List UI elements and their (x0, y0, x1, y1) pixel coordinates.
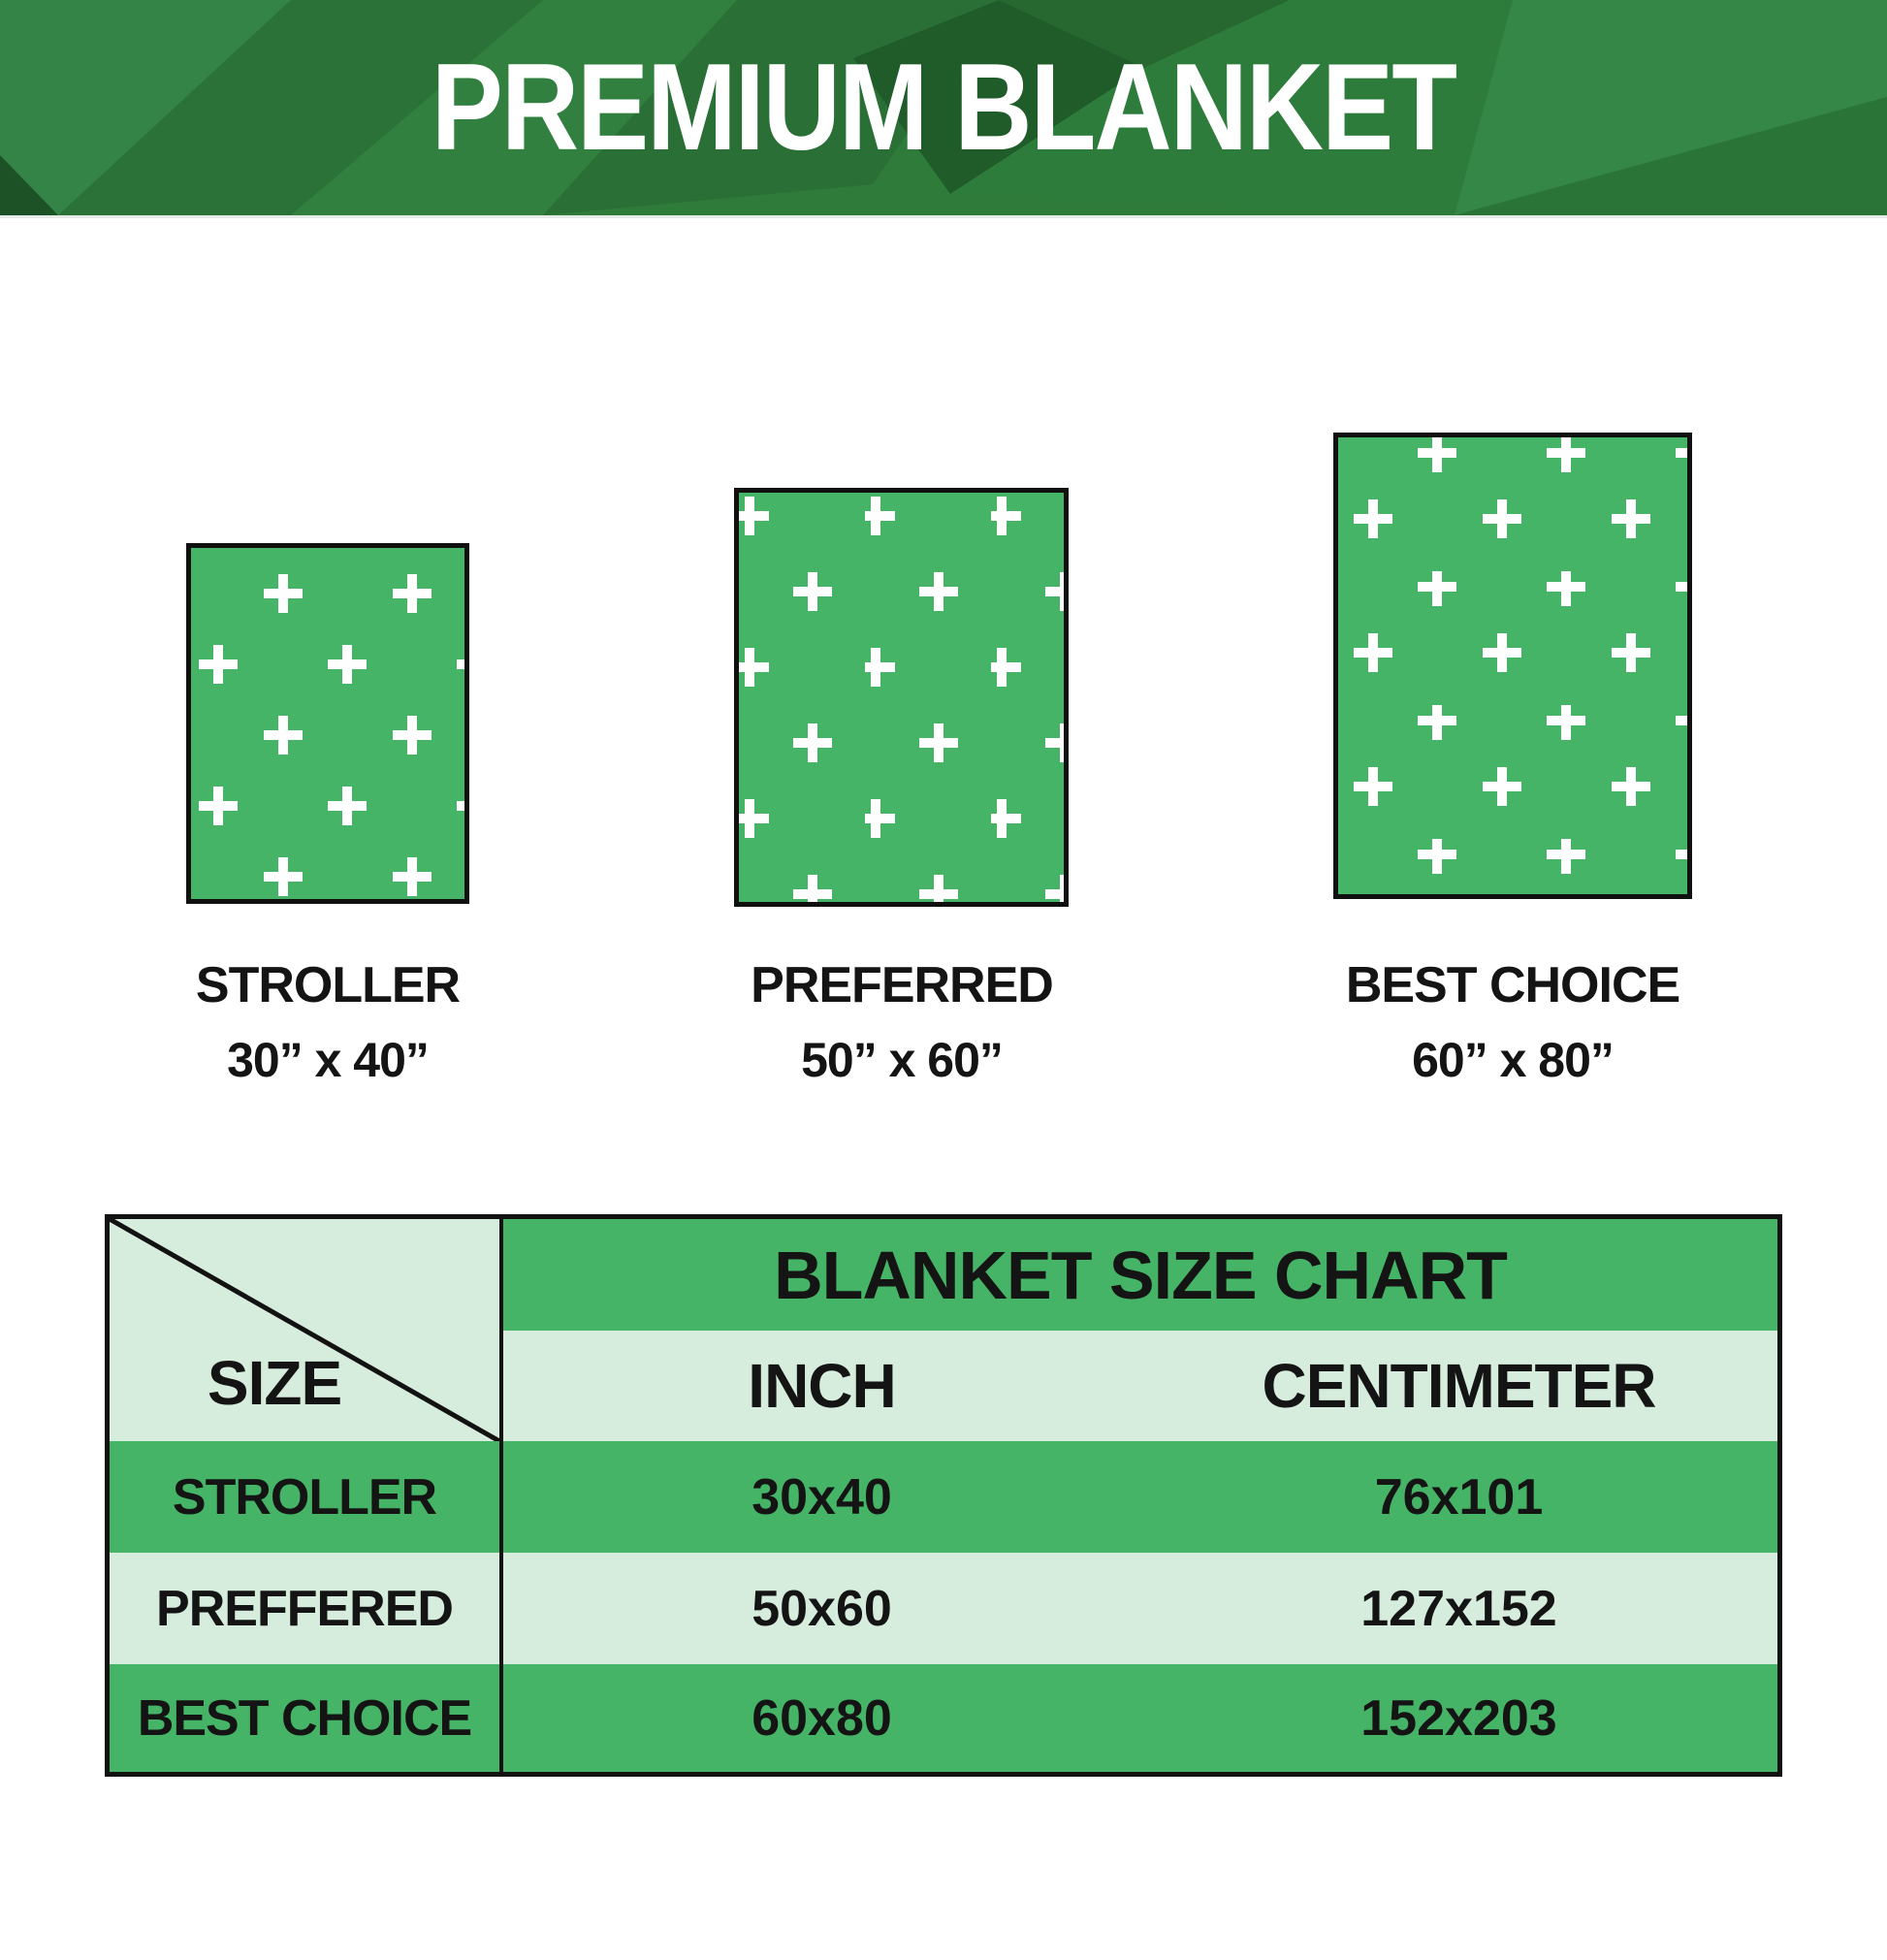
diagonal-line (110, 1219, 499, 1441)
blanket-size-chart-table: BLANKET SIZE CHART INCH CENTIMETER STROL… (105, 1214, 1782, 1777)
page-title: PREMIUM BLANKET (431, 38, 1457, 177)
table-row (110, 1553, 1777, 1664)
blanket-size-preferred: 50” x 60” (801, 1033, 1004, 1087)
row-stroller-centimeter: 76x101 (1374, 1468, 1544, 1526)
column-header-inch: INCH (748, 1351, 896, 1421)
row-best-choice-inch: 60x80 (752, 1689, 892, 1747)
banner: PREMIUM BLANKET (0, 0, 1887, 215)
blanket-name-stroller: STROLLER (195, 957, 461, 1013)
plus-pattern (739, 493, 1064, 902)
row-preffered-inch: 50x60 (752, 1580, 892, 1637)
row-best-choice-centimeter: 152x203 (1360, 1689, 1557, 1747)
blanket-best-choice-graphic (1333, 433, 1692, 899)
column-divider (499, 1219, 503, 1772)
table-row (110, 1441, 1777, 1553)
low-poly-green-background (0, 0, 1887, 215)
blanket-name-preferred: PREFERRED (751, 957, 1054, 1013)
row-preffered-centimeter: 127x152 (1360, 1580, 1557, 1637)
blanket-name-best-choice: BEST CHOICE (1345, 957, 1680, 1013)
blanket-size-best-choice: 60” x 80” (1412, 1033, 1615, 1087)
size-corner-cell: SIZE (110, 1219, 499, 1441)
row-label-stroller: STROLLER (172, 1468, 437, 1526)
row-label-preffered: PREFFERED (156, 1580, 454, 1637)
column-header-centimeter: CENTIMETER (1262, 1351, 1657, 1421)
row-stroller-inch: 30x40 (752, 1468, 892, 1526)
table-row (110, 1664, 1777, 1772)
size-corner-label: SIZE (207, 1348, 342, 1418)
banner-divider (0, 215, 1887, 218)
blanket-size-stroller: 30” x 40” (227, 1033, 430, 1087)
plus-pattern (191, 548, 464, 899)
row-label-best-choice: BEST CHOICE (137, 1689, 472, 1747)
table-title: BLANKET SIZE CHART (774, 1237, 1508, 1313)
blanket-preferred-graphic (734, 488, 1069, 907)
blanket-stroller-graphic (186, 543, 469, 904)
plus-pattern (1338, 437, 1687, 894)
